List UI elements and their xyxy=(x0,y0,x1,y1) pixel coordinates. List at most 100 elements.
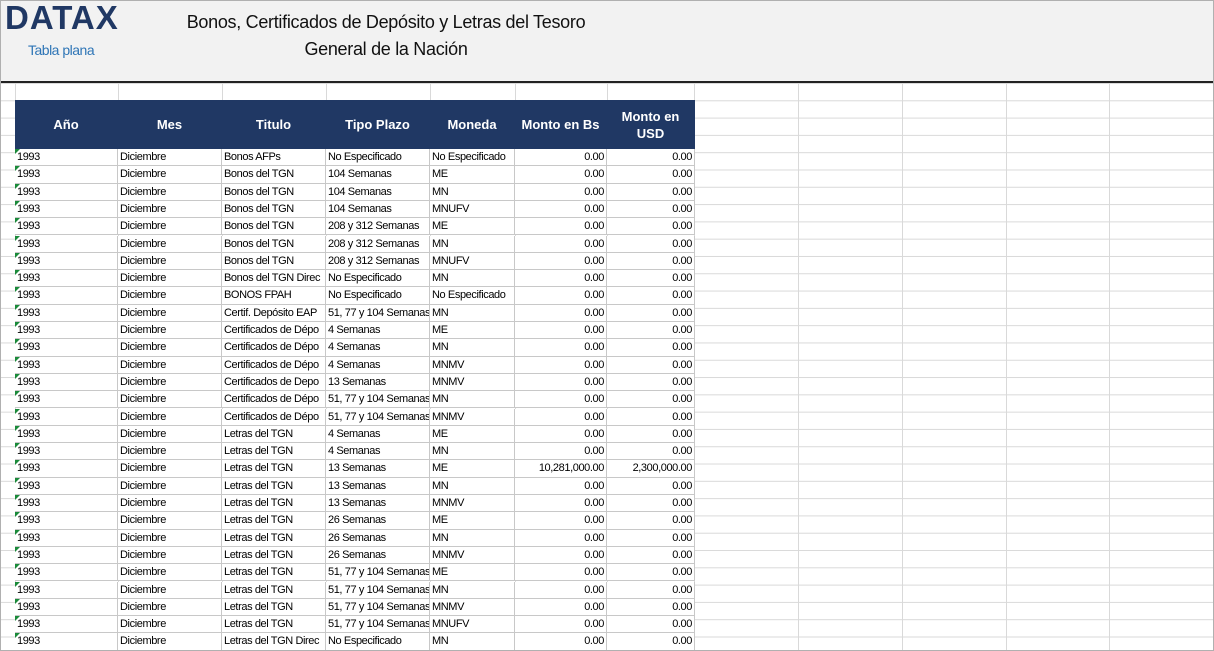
table-cell: Diciembre xyxy=(118,200,222,219)
table-cell: 13 Semanas xyxy=(326,460,430,478)
table-cell: 0.00 xyxy=(607,477,695,495)
table-cell: 1993 xyxy=(15,512,118,530)
table-cell: Letras del TGN xyxy=(222,443,326,461)
table-cell: 0.00 xyxy=(607,581,695,599)
table-cell: 0.00 xyxy=(607,564,695,582)
table-cell: 0.00 xyxy=(607,218,695,236)
table-cell: 0.00 xyxy=(607,512,695,530)
table-cell: 51, 77 y 104 Semanas xyxy=(326,581,430,599)
table-cell: MN xyxy=(430,235,515,253)
table-cell: 0.00 xyxy=(607,166,695,184)
table-cell: 0.00 xyxy=(515,391,607,409)
table-cell: MNUFV xyxy=(430,252,515,271)
title: Bonos, Certificados de Depósito y Letras… xyxy=(186,12,586,32)
table-cell: 1993 xyxy=(15,252,118,271)
table-cell: MNMV xyxy=(430,408,515,426)
table-cell: Letras del TGN xyxy=(222,477,326,495)
table-cell: MNMV xyxy=(430,356,515,374)
table-cell: 0.00 xyxy=(607,356,695,374)
column-header: Tipo Plazo xyxy=(326,100,430,149)
table-cell: 51, 77 y 104 Semanas xyxy=(326,598,430,617)
table-cell: Diciembre xyxy=(118,512,222,530)
table-cell: 0.00 xyxy=(607,304,695,322)
table-cell: Diciembre xyxy=(118,304,222,322)
table-cell: Letras del TGN xyxy=(222,529,326,547)
table-cell: 0.00 xyxy=(607,322,695,340)
table-cell: Diciembre xyxy=(118,460,222,478)
table-cell: 4 Semanas xyxy=(326,339,430,357)
table-cell: 104 Semanas xyxy=(326,183,430,201)
table-cell: MN xyxy=(430,304,515,322)
column-line xyxy=(1006,83,1007,650)
table-cell: 0.00 xyxy=(515,200,607,219)
table-cell: MN xyxy=(430,581,515,599)
table-cell: 0.00 xyxy=(607,183,695,201)
table-cell: 0.00 xyxy=(607,546,695,565)
table-cell: 0.00 xyxy=(607,443,695,461)
column-header: Monto en USD xyxy=(607,100,695,149)
table-cell: 208 y 312 Semanas xyxy=(326,252,430,271)
table-cell: MNMV xyxy=(430,598,515,617)
table-cell: BONOS FPAH xyxy=(222,287,326,305)
table-cell: No Especificado xyxy=(326,633,430,650)
table-cell: 0.00 xyxy=(515,564,607,582)
table-cell: 0.00 xyxy=(515,339,607,357)
table-cell: 0.00 xyxy=(515,356,607,374)
column-header: Titulo xyxy=(222,100,326,149)
table-cell: 13 Semanas xyxy=(326,477,430,495)
table-cell: ME xyxy=(430,460,515,478)
table-cell: 0.00 xyxy=(515,235,607,253)
table-cell: Certificados de Dépo xyxy=(222,391,326,409)
table-cell: 0.00 xyxy=(607,270,695,288)
table-cell: 1993 xyxy=(15,581,118,599)
table-cell: 1993 xyxy=(15,183,118,201)
table-cell: 0.00 xyxy=(607,598,695,617)
table-cell: 1993 xyxy=(15,304,118,322)
table-cell: ME xyxy=(430,512,515,530)
table-cell: Bonos del TGN xyxy=(222,252,326,271)
table-cell: Diciembre xyxy=(118,633,222,650)
table-cell: Bonos del TGN xyxy=(222,183,326,201)
table-cell: 1993 xyxy=(15,391,118,409)
table-cell: 0.00 xyxy=(607,200,695,219)
table-cell: 4 Semanas xyxy=(326,425,430,444)
table-cell: 2,300,000.00 xyxy=(607,460,695,478)
table-cell: 0.00 xyxy=(515,598,607,617)
table-cell: 1993 xyxy=(15,200,118,219)
table-cell: 0.00 xyxy=(515,512,607,530)
table-cell: ME xyxy=(430,564,515,582)
table-cell: 0.00 xyxy=(515,529,607,547)
table-cell: MNUFV xyxy=(430,200,515,219)
column-header: Moneda xyxy=(430,100,515,149)
table-cell: 1993 xyxy=(15,287,118,305)
table-cell: ME xyxy=(430,425,515,444)
table-cell: Letras del TGN xyxy=(222,512,326,530)
table-cell: Diciembre xyxy=(118,183,222,201)
table-cell: Letras del TGN Direc xyxy=(222,633,326,650)
table-cell: 0.00 xyxy=(515,149,607,167)
table-cell: Diciembre xyxy=(118,235,222,253)
table-cell: Certificados de Dépo xyxy=(222,322,326,340)
table-cell: Certificados de Dépo xyxy=(222,408,326,426)
table-cell: 1993 xyxy=(15,425,118,444)
table-cell: Bonos del TGN xyxy=(222,166,326,184)
table-cell: Letras del TGN xyxy=(222,495,326,513)
column-line xyxy=(1109,83,1110,650)
table-cell: ME xyxy=(430,322,515,340)
table-cell: 1993 xyxy=(15,339,118,357)
table-cell: 0.00 xyxy=(607,495,695,513)
table-cell: 51, 77 y 104 Semanas xyxy=(326,616,430,634)
report-header: DATAX Tabla plana Bonos, Certificados de… xyxy=(1,1,1213,83)
table-cell: Diciembre xyxy=(118,564,222,582)
table-cell: Diciembre xyxy=(118,495,222,513)
table-cell: No Especificado xyxy=(430,149,515,167)
table-cell: 13 Semanas xyxy=(326,495,430,513)
table-cell: 26 Semanas xyxy=(326,512,430,530)
table-cell: Diciembre xyxy=(118,546,222,565)
table-cell: Diciembre xyxy=(118,598,222,617)
table-cell: Diciembre xyxy=(118,270,222,288)
table-cell: 1993 xyxy=(15,495,118,513)
table-cell: Diciembre xyxy=(118,373,222,392)
table-cell: 0.00 xyxy=(515,425,607,444)
table-cell: MNUFV xyxy=(430,616,515,634)
